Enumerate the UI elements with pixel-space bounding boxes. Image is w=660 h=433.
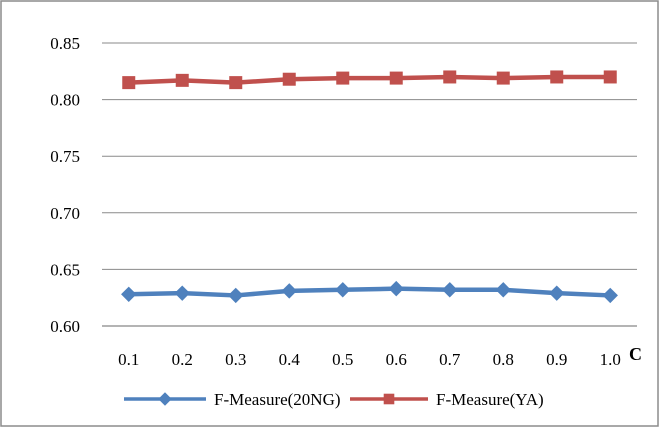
y-tick-label: 0.70: [50, 204, 80, 223]
y-tick-label: 0.80: [50, 91, 80, 110]
data-point: [282, 72, 296, 86]
data-point: [549, 285, 565, 301]
series-group: [121, 70, 618, 304]
series-20ng: [121, 280, 618, 304]
x-tick-label: 1.0: [600, 350, 621, 369]
data-point: [175, 73, 189, 87]
data-point: [389, 71, 403, 85]
x-axis-ticks: 0.1 0.2 0.3 0.4 0.5 0.6 0.7 0.8 0.9 1.0: [118, 350, 621, 369]
series-ya: [122, 70, 617, 90]
data-point: [495, 282, 511, 298]
x-tick-label: 0.7: [439, 350, 461, 369]
series-line: [128, 286, 611, 298]
data-point: [443, 70, 457, 84]
data-point: [496, 71, 510, 85]
data-point: [602, 287, 618, 304]
data-point: [122, 76, 136, 90]
legend-item: F-Measure(YA): [350, 390, 544, 409]
x-tick-label: 0.8: [493, 350, 514, 369]
legend-label: F-Measure(YA): [436, 390, 544, 409]
data-point: [550, 70, 564, 84]
y-tick-label: 0.85: [50, 34, 80, 53]
gridlines: [102, 42, 637, 327]
x-tick-label: 0.5: [332, 350, 353, 369]
x-tick-label: 0.9: [546, 350, 567, 369]
x-tick-label: 0.4: [279, 350, 301, 369]
data-point: [442, 282, 458, 298]
data-point: [158, 392, 172, 406]
x-tick-label: 0.1: [118, 350, 139, 369]
series-line: [128, 74, 611, 85]
x-tick-label: 0.3: [225, 350, 246, 369]
data-point: [383, 393, 395, 405]
data-point: [335, 282, 351, 298]
x-axis-title: C: [629, 344, 642, 364]
data-point: [229, 76, 243, 90]
data-point: [281, 283, 297, 299]
x-tick-label: 0.6: [386, 350, 407, 369]
legend: F-Measure(20NG) F-Measure(YA): [124, 390, 544, 409]
data-point: [228, 287, 244, 304]
data-point: [336, 71, 350, 85]
y-tick-label: 0.75: [50, 147, 80, 166]
x-tick-label: 0.2: [172, 350, 193, 369]
legend-label: F-Measure(20NG): [214, 390, 341, 409]
data-point: [388, 280, 404, 297]
legend-item: F-Measure(20NG): [124, 390, 341, 409]
data-point: [174, 285, 190, 301]
y-tick-label: 0.60: [50, 317, 80, 336]
data-point: [121, 286, 137, 303]
y-axis-ticks: 0.60 0.65 0.70 0.75 0.80 0.85: [50, 34, 80, 336]
data-point: [603, 70, 617, 84]
y-tick-label: 0.65: [50, 260, 80, 279]
